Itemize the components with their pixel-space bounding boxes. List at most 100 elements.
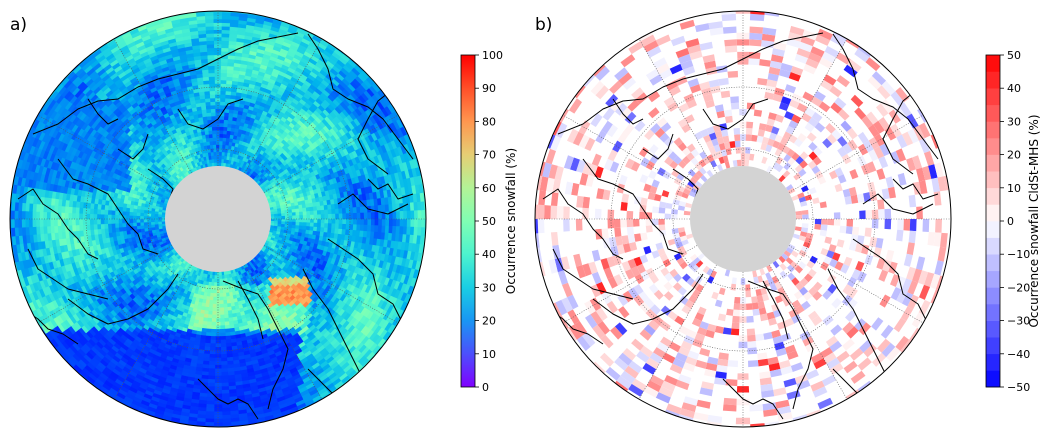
heatmap-cell	[219, 126, 225, 131]
heatmap-cell	[215, 311, 221, 316]
heatmap-cell	[220, 90, 227, 95]
heatmap-cell	[320, 222, 326, 229]
heatmap-cell	[220, 371, 229, 377]
heatmap-cell	[210, 321, 217, 327]
heatmap-cell	[100, 218, 105, 225]
heatmap-cell	[206, 115, 213, 121]
heatmap-cell	[309, 210, 315, 216]
heatmap-cell	[212, 140, 217, 145]
heatmap-cell	[215, 339, 221, 345]
heatmap-cell	[208, 361, 216, 366]
heatmap-cell	[302, 214, 308, 220]
heatmap-cell	[128, 211, 134, 216]
heatmap-cell	[360, 218, 365, 226]
heatmap-cell	[223, 317, 230, 323]
heatmap-cell	[210, 325, 217, 330]
heatmap-cell	[356, 218, 362, 226]
heatmap-cell	[207, 378, 215, 384]
heatmap-cell	[219, 314, 225, 319]
heatmap-cell	[212, 300, 217, 305]
heatmap-cell	[215, 314, 221, 319]
heatmap-cell	[219, 129, 224, 135]
heatmap-cell	[216, 285, 220, 291]
heatmap-cell	[331, 213, 336, 220]
heatmap-cell	[89, 213, 94, 220]
heatmap-cell	[342, 213, 347, 220]
heatmap-cell	[114, 222, 120, 228]
heatmap-cell	[220, 79, 228, 85]
heatmap-cell	[299, 215, 304, 220]
heatmap-cell	[313, 210, 318, 216]
heatmap-cell	[306, 218, 311, 224]
heatmap-cell	[118, 222, 123, 228]
heatmap-cell	[71, 212, 76, 220]
panel-a-label: a)	[10, 15, 27, 35]
heatmap-cell	[288, 215, 293, 220]
heatmap-cell	[107, 218, 112, 224]
heatmap-cell	[295, 208, 300, 213]
heatmap-cell	[220, 61, 229, 67]
heatmap-cell	[150, 215, 155, 220]
heatmap-cell	[220, 83, 227, 88]
heatmap-cell	[218, 282, 223, 287]
heatmap-cell	[219, 133, 224, 138]
heatmap-cell	[209, 90, 216, 95]
heatmap-cell	[212, 289, 217, 294]
heatmap-cell	[207, 50, 215, 56]
heatmap-cell	[93, 223, 98, 230]
heatmap-cell	[213, 147, 217, 153]
heatmap-cell	[125, 214, 130, 220]
heatmap-cell	[93, 208, 98, 215]
heatmap-cell	[67, 218, 73, 226]
heatmap-cell	[100, 213, 105, 220]
heatmap-cell	[121, 222, 127, 228]
heatmap-cell	[223, 115, 230, 121]
heatmap-cell	[220, 332, 226, 337]
heatmap-cell	[206, 47, 215, 52]
heatmap-cell	[356, 212, 362, 220]
heatmap-cell	[281, 213, 286, 217]
heatmap-cell	[212, 293, 217, 298]
heatmap-cell	[220, 375, 229, 380]
heatmap-cell	[219, 285, 223, 291]
heatmap-cell	[211, 115, 217, 120]
heatmap-cell	[215, 122, 221, 127]
heatmap-cell	[220, 72, 228, 77]
heatmap-cell	[220, 335, 226, 341]
heatmap-cell	[221, 47, 230, 52]
heatmap-cell	[317, 214, 322, 220]
heatmap-cell	[219, 278, 223, 284]
heatmap-cell	[207, 54, 215, 60]
heatmap-cell	[353, 218, 358, 226]
heatmap-cell	[125, 210, 130, 216]
heatmap-cell	[223, 119, 229, 124]
heatmap-cell	[219, 310, 225, 316]
heatmap-cell	[274, 216, 279, 220]
heatmap-cell	[220, 346, 227, 352]
heatmap-cell	[85, 213, 91, 220]
heatmap-cell	[219, 115, 225, 120]
heatmap-cell	[302, 222, 308, 227]
heatmap-cell	[210, 101, 216, 106]
heatmap-cell	[139, 218, 144, 223]
heatmap-cell	[338, 218, 344, 225]
heatmap-cell	[209, 137, 214, 142]
heatmap-cell	[157, 221, 162, 225]
heatmap-cell	[132, 218, 137, 223]
heatmap-cell	[302, 218, 308, 224]
heatmap-cell	[219, 325, 226, 330]
heatmap-cell	[220, 86, 227, 92]
heatmap-cell	[49, 218, 55, 227]
heatmap-cell	[209, 339, 216, 345]
heatmap-cell	[135, 215, 141, 220]
heatmap-cell	[46, 211, 51, 220]
heatmap-cell	[46, 218, 51, 227]
heatmap-cell	[49, 211, 55, 220]
heatmap-cell	[67, 212, 73, 220]
heatmap-cell	[210, 97, 216, 103]
heatmap-cell	[378, 211, 383, 220]
heatmap-cell	[132, 222, 137, 227]
heatmap-cell	[334, 208, 340, 215]
heatmap-cell	[385, 218, 390, 227]
heatmap-cell	[207, 375, 216, 380]
